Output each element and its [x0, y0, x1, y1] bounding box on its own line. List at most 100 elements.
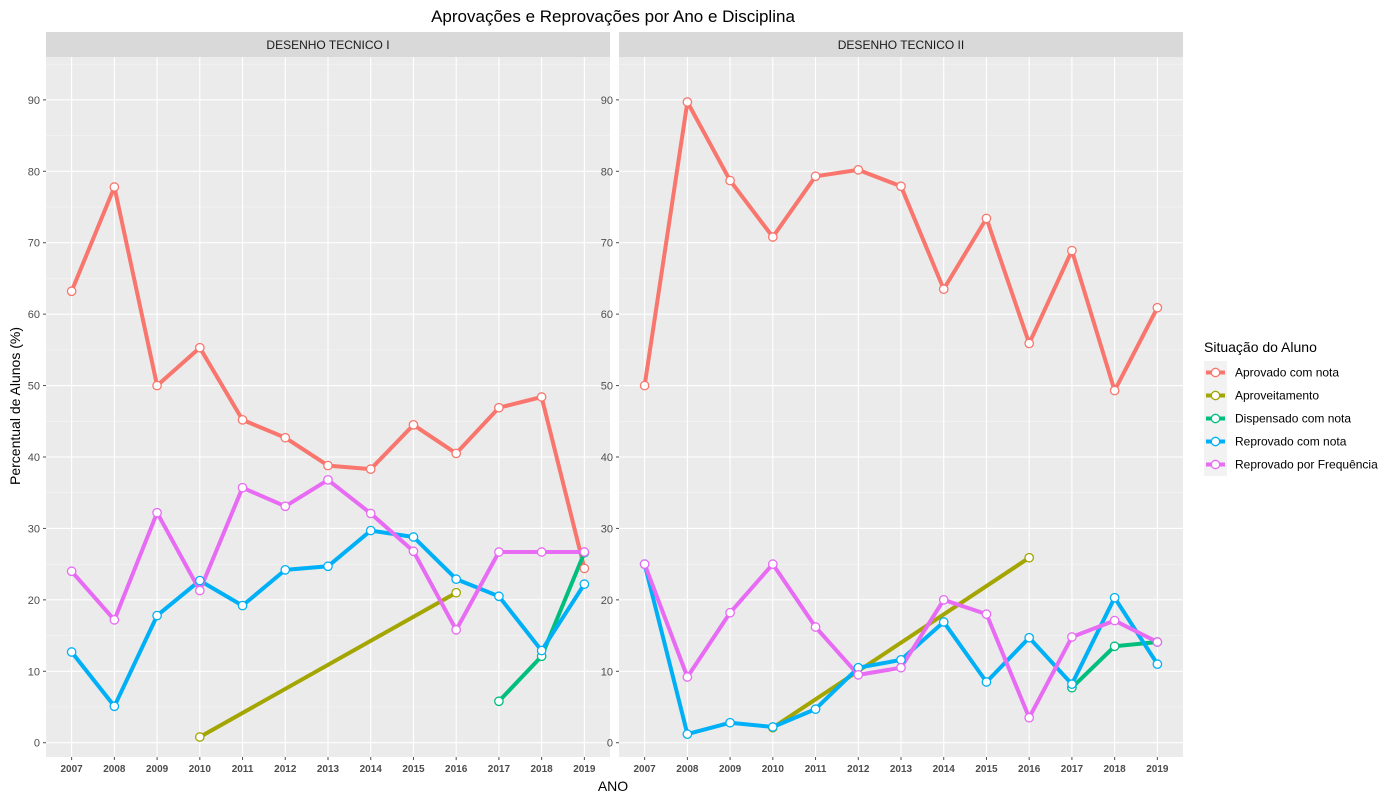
- x-tick-label: 2013: [890, 764, 913, 775]
- x-tick-label: 2014: [933, 764, 956, 775]
- data-point-aprovado-com-nota: [152, 380, 162, 391]
- data-point-reprovado-com-nota: [579, 579, 590, 589]
- legend-label: Dispensado com nota: [1235, 412, 1351, 426]
- data-point-reprovado-por-frequencia: [194, 585, 205, 596]
- data-point-reprovado-por-frequencia: [896, 662, 906, 673]
- data-point-reprovado-por-frequencia: [494, 547, 504, 557]
- legend-key-point: [1210, 367, 1221, 378]
- data-point-reprovado-por-frequencia: [853, 670, 864, 680]
- legend-title: Situação do Aluno: [1204, 339, 1317, 355]
- x-tick-label: 2007: [634, 764, 657, 775]
- data-point-aprovado-com-nota: [365, 464, 376, 474]
- data-point-aprovado-com-nota: [1152, 302, 1163, 313]
- y-tick-label: 50: [28, 381, 40, 393]
- data-point-reprovado-com-nota: [1152, 659, 1163, 669]
- x-tick-label: 2018: [531, 764, 554, 775]
- data-point-aprovado-com-nota: [237, 415, 248, 425]
- legend-item-reprovado-por-frequencia: Reprovado por Frequência: [1204, 453, 1378, 476]
- data-point-aprovado-com-nota: [280, 432, 291, 443]
- y-tick-label: 40: [28, 452, 40, 464]
- x-tick-label: 2009: [719, 764, 742, 775]
- data-point-reprovado-com-nota: [1024, 632, 1035, 643]
- data-point-reprovado-com-nota: [725, 717, 735, 728]
- facet-strip: [619, 32, 1183, 57]
- panel-2: DESENHO TECNICO II 0 10 20 30 40 50 60 70 80 90 200…: [601, 32, 1183, 775]
- legend-item-aprovado-com-nota: Aprovado com nota: [1204, 361, 1339, 384]
- data-point-reprovado-com-nota: [152, 610, 162, 621]
- data-point-reprovado-por-frequencia: [725, 607, 735, 618]
- data-point-reprovado-com-nota: [810, 704, 821, 714]
- data-point-reprovado-com-nota: [451, 574, 462, 584]
- x-tick-label: 2016: [1018, 764, 1041, 775]
- data-point-aprovado-com-nota: [896, 181, 906, 192]
- data-point-aprovado-com-nota: [1024, 338, 1035, 349]
- facet-panels: DESENHO TECNICO I01020304050607080902007…: [28, 32, 1183, 775]
- y-tick-label: 10: [28, 666, 40, 678]
- facet-strip-label: DESENHO TECNICO I: [266, 38, 389, 52]
- x-tick-label: 2008: [103, 764, 126, 775]
- data-point-aprovado-com-nota: [725, 175, 735, 186]
- y-tick-label: 0: [34, 738, 40, 750]
- facet-strip-label: DESENHO TECNICO II: [838, 38, 964, 52]
- data-point-aprovado-com-nota: [451, 448, 462, 459]
- x-tick-label: 2014: [360, 764, 383, 775]
- data-point-reprovado-por-frequencia: [109, 615, 120, 625]
- data-point-reprovado-com-nota: [323, 561, 333, 572]
- y-tick-label: 50: [601, 381, 613, 393]
- data-point-reprovado-com-nota: [194, 575, 205, 586]
- data-point-dispensado-com-nota: [1109, 641, 1120, 652]
- legend-item-dispensado-com-nota: Dispensado com nota: [1204, 407, 1351, 430]
- legend-label: Reprovado por Frequência: [1235, 458, 1378, 472]
- x-tick-label: 2015: [975, 764, 998, 775]
- x-tick-label: 2019: [1146, 764, 1169, 775]
- data-point-reprovado-com-nota: [365, 525, 376, 536]
- x-tick-label: 2016: [445, 764, 468, 775]
- y-tick-label: 70: [28, 238, 40, 250]
- legend-label: Aproveitamento: [1235, 389, 1319, 403]
- data-point-reprovado-com-nota: [767, 722, 778, 732]
- y-tick-label: 30: [601, 523, 613, 535]
- data-point-aprovado-com-nota: [682, 97, 693, 107]
- data-point-reprovado-por-frequencia: [810, 622, 821, 632]
- data-point-reprovado-por-frequencia: [767, 559, 778, 569]
- data-point-reprovado-por-frequencia: [408, 546, 419, 557]
- data-point-reprovado-por-frequencia: [981, 609, 992, 619]
- x-tick-label: 2015: [402, 764, 425, 775]
- x-tick-label: 2019: [573, 764, 596, 775]
- data-point-aproveitamento: [451, 587, 462, 598]
- data-point-reprovado-com-nota: [408, 532, 419, 542]
- data-point-aprovado-com-nota: [938, 284, 949, 294]
- data-point-reprovado-por-frequencia: [639, 559, 650, 569]
- y-tick-label: 80: [28, 166, 40, 178]
- chart-title: Aprovações e Reprovações por Ano e Disci…: [431, 7, 795, 26]
- legend-item-reprovado-com-nota: Reprovado com nota: [1204, 430, 1347, 453]
- data-point-aprovado-com-nota: [408, 420, 419, 430]
- y-tick-label: 20: [28, 595, 40, 607]
- data-point-reprovado-com-nota: [1067, 679, 1077, 689]
- legend-item-aproveitamento: Aproveitamento: [1204, 384, 1319, 407]
- data-point-aprovado-com-nota: [853, 165, 864, 175]
- x-tick-label: 2011: [805, 764, 827, 775]
- data-point-aprovado-com-nota: [810, 171, 821, 182]
- data-point-reprovado-com-nota: [494, 591, 504, 602]
- data-point-reprovado-com-nota: [109, 701, 120, 712]
- data-point-reprovado-por-frequencia: [1152, 637, 1163, 647]
- data-point-reprovado-com-nota: [536, 645, 547, 656]
- data-point-aproveitamento: [194, 732, 205, 742]
- series-line-aproveitamento: [197, 590, 459, 739]
- data-point-aprovado-com-nota: [194, 342, 205, 353]
- y-tick-label: 70: [601, 238, 613, 250]
- data-point-reprovado-com-nota: [896, 655, 906, 665]
- y-tick-label: 90: [601, 95, 613, 107]
- data-point-aprovado-com-nota: [66, 286, 77, 297]
- data-point-reprovado-por-frequencia: [536, 547, 547, 557]
- data-point-reprovado-por-frequencia: [451, 625, 462, 635]
- data-point-reprovado-com-nota: [237, 600, 248, 611]
- panel-1: DESENHO TECNICO I01020304050607080902007…: [28, 32, 610, 775]
- data-point-aprovado-com-nota: [109, 182, 120, 192]
- data-point-aprovado-com-nota: [981, 213, 992, 224]
- y-tick-label: 90: [28, 95, 40, 107]
- data-point-reprovado-por-frequencia: [152, 507, 162, 518]
- x-tick-label: 2017: [488, 764, 511, 775]
